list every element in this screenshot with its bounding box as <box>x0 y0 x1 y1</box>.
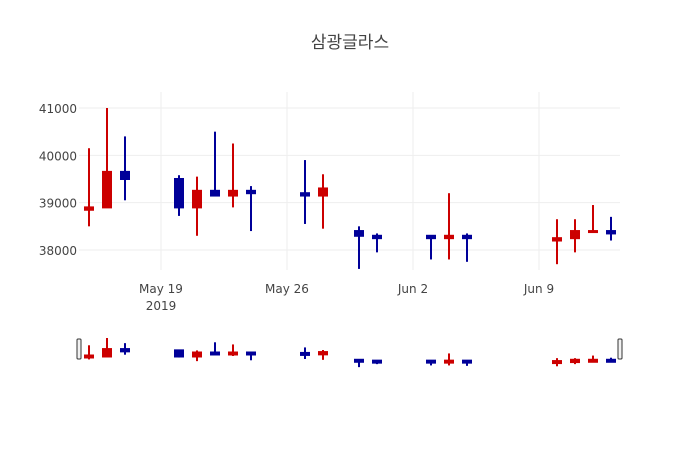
range-slider-right-handle[interactable] <box>617 338 623 360</box>
mini-candle <box>246 351 256 361</box>
mini-candle <box>120 343 130 355</box>
candle[interactable] <box>84 148 94 227</box>
x-tick-label: Jun 2 <box>397 282 428 296</box>
candle[interactable] <box>606 216 616 241</box>
y-tick-label: 40000 <box>39 149 77 163</box>
mini-candle <box>84 345 94 360</box>
candle[interactable] <box>588 205 598 234</box>
candle[interactable] <box>228 143 238 208</box>
candle[interactable] <box>120 136 130 201</box>
candles <box>84 108 616 269</box>
mini-candle <box>606 357 616 363</box>
x-axis: May 19 May 26 Jun 2 Jun 9 2019 <box>139 282 554 313</box>
x-tick-label: Jun 9 <box>523 282 554 296</box>
y-tick-label: 41000 <box>39 102 77 116</box>
mini-candle <box>426 359 436 366</box>
mini-candle <box>444 353 454 366</box>
mini-candle <box>318 349 328 360</box>
candle[interactable] <box>372 233 382 253</box>
candle[interactable] <box>426 234 436 260</box>
x-tick-label: May 19 <box>139 282 183 296</box>
mini-candle <box>588 355 598 363</box>
candle[interactable] <box>552 219 562 265</box>
mini-candle <box>552 358 562 367</box>
mini-candle <box>570 358 580 365</box>
candle[interactable] <box>246 186 256 232</box>
candle[interactable] <box>570 219 580 253</box>
range-slider-preview <box>84 338 616 368</box>
candle[interactable] <box>210 131 220 197</box>
mini-candle <box>192 350 202 362</box>
y-tick-label: 39000 <box>39 197 77 211</box>
candle[interactable] <box>318 174 328 229</box>
y-tick-label: 38000 <box>39 244 77 258</box>
chart-title: 삼광글라스 <box>311 33 389 53</box>
x-tick-label: May 26 <box>265 282 309 296</box>
candle[interactable] <box>444 193 454 260</box>
candle[interactable] <box>174 175 184 216</box>
mini-candle <box>300 347 310 359</box>
range-slider-left-handle[interactable] <box>76 338 82 360</box>
candle[interactable] <box>300 160 310 224</box>
candle[interactable] <box>462 233 472 262</box>
mini-candle <box>174 349 184 358</box>
mini-candle <box>228 344 238 356</box>
candle[interactable] <box>354 226 364 269</box>
candle[interactable] <box>192 176 202 236</box>
mini-candle <box>462 359 472 366</box>
x-tick-year: 2019 <box>146 299 177 313</box>
mini-candle <box>210 342 220 356</box>
candle[interactable] <box>102 108 112 209</box>
mini-candle <box>354 358 364 368</box>
mini-candle <box>372 359 382 365</box>
range-slider[interactable] <box>76 338 623 368</box>
grid <box>79 92 620 270</box>
y-axis: 38000 39000 40000 41000 <box>39 102 77 258</box>
mini-candle <box>102 338 112 358</box>
